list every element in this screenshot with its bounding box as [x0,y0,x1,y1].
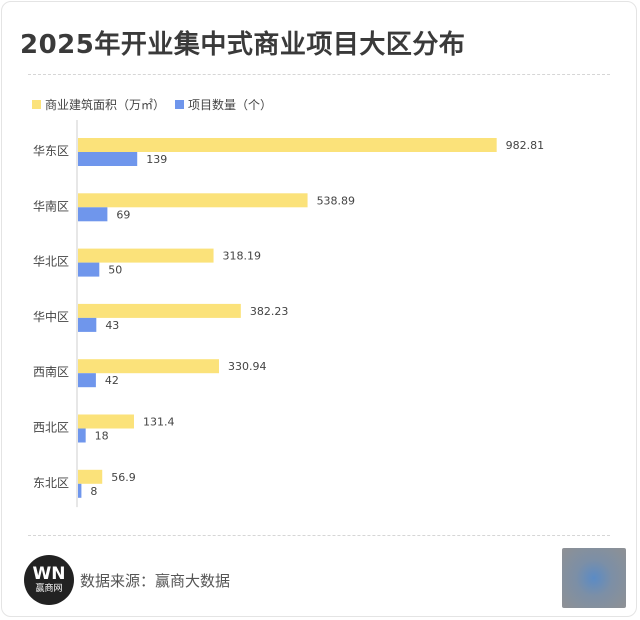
bar-count [78,483,82,498]
data-label: 43 [105,319,119,332]
category-label: 华中区 [33,309,69,324]
legend-item-area: 商业建筑面积（万㎡） [32,96,165,113]
legend-label-area: 商业建筑面积（万㎡） [45,98,166,112]
category-label: 华北区 [33,255,69,269]
data-label: 131.4 [143,416,175,429]
bar-count [78,262,100,277]
data-label: 139 [146,153,167,166]
legend-swatch-area [32,100,41,109]
logo-mark: WN [32,563,66,584]
bar-count [78,317,97,332]
logo-text: 赢商网 [35,583,63,594]
data-label: 538.89 [317,194,356,207]
brand-logo: WN 赢商网 [24,555,74,605]
bar-area [78,248,214,263]
bar-count [78,207,108,222]
bar-area [78,469,103,484]
bar-area [78,193,308,208]
data-label: 330.94 [228,360,267,373]
bar-count [78,152,138,166]
thumbnail-image [562,548,626,608]
category-label: 西北区 [33,421,69,435]
chart-title: 2025年开业集中式商业项目大区分布 [20,30,466,60]
data-label: 56.9 [111,471,136,484]
title-divider [28,74,610,75]
data-label: 8 [90,485,97,498]
data-label: 42 [105,374,119,387]
category-label: 华南区 [33,198,69,213]
bar-area [78,138,497,152]
bar-count [78,428,86,443]
data-label: 982.81 [506,139,545,152]
footer-divider [28,535,610,536]
category-label: 西南区 [33,364,69,379]
legend: 商业建筑面积（万㎡） 项目数量（个） [32,96,272,113]
bar-chart: 华东区 982.81 139 华南区 538.89 69 华北区 318.19 50 华中区 382… [33,120,545,508]
data-label: 318.19 [223,250,262,263]
legend-item-count: 项目数量（个） [175,96,272,113]
data-source: 数据来源：赢商大数据 [80,572,231,590]
category-label: 华东区 [33,144,69,158]
bar-count [78,373,96,388]
data-label: 382.23 [250,305,289,318]
data-label: 18 [95,430,109,443]
bar-area [78,414,134,429]
legend-swatch-count [175,100,185,109]
data-label: 69 [116,208,130,221]
data-label: 50 [108,264,122,277]
category-label: 东北区 [33,476,69,490]
bar-area [78,359,219,374]
bar-area [78,303,241,318]
legend-label-count: 项目数量（个） [188,98,273,112]
